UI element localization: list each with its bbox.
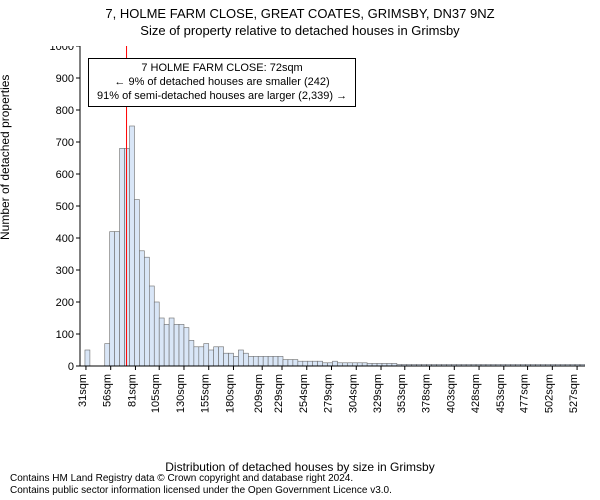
svg-text:378sqm: 378sqm: [421, 374, 433, 413]
copyright-line2: Contains public sector information licen…: [10, 485, 392, 497]
svg-text:105sqm: 105sqm: [150, 374, 162, 413]
svg-text:254sqm: 254sqm: [298, 374, 310, 413]
svg-text:130sqm: 130sqm: [175, 374, 187, 413]
svg-text:700: 700: [56, 137, 74, 149]
svg-text:229sqm: 229sqm: [273, 374, 285, 413]
chart-title-line2: Size of property relative to detached ho…: [0, 21, 600, 38]
annotation-line3: 91% of semi-detached houses are larger (…: [97, 90, 347, 104]
svg-text:1000: 1000: [50, 46, 74, 53]
svg-text:56sqm: 56sqm: [102, 374, 114, 407]
chart-title-line1: 7, HOLME FARM CLOSE, GREAT COATES, GRIMS…: [0, 0, 600, 21]
svg-text:209sqm: 209sqm: [253, 374, 265, 413]
property-annotation-box: 7 HOLME FARM CLOSE: 72sqm ← 9% of detach…: [88, 58, 356, 107]
svg-text:477sqm: 477sqm: [519, 374, 531, 413]
svg-text:600: 600: [56, 169, 74, 181]
svg-text:500: 500: [56, 201, 74, 213]
svg-text:800: 800: [56, 105, 74, 117]
svg-text:403sqm: 403sqm: [445, 374, 457, 413]
svg-text:502sqm: 502sqm: [543, 374, 555, 413]
svg-text:453sqm: 453sqm: [495, 374, 507, 413]
copyright-text: Contains HM Land Registry data © Crown c…: [10, 473, 392, 496]
svg-text:428sqm: 428sqm: [470, 374, 482, 413]
svg-text:900: 900: [56, 73, 74, 85]
svg-text:31sqm: 31sqm: [77, 374, 89, 407]
svg-text:100: 100: [56, 329, 74, 341]
svg-text:304sqm: 304sqm: [347, 374, 359, 413]
x-axis-label: Distribution of detached houses by size …: [0, 460, 600, 474]
svg-text:329sqm: 329sqm: [372, 374, 384, 413]
svg-text:180sqm: 180sqm: [224, 374, 236, 413]
svg-text:279sqm: 279sqm: [323, 374, 335, 413]
svg-text:300: 300: [56, 265, 74, 277]
svg-text:527sqm: 527sqm: [568, 374, 580, 413]
svg-text:353sqm: 353sqm: [396, 374, 408, 413]
svg-text:200: 200: [56, 297, 74, 309]
annotation-line1: 7 HOLME FARM CLOSE: 72sqm: [97, 62, 347, 76]
copyright-line1: Contains HM Land Registry data © Crown c…: [10, 473, 392, 485]
svg-text:81sqm: 81sqm: [126, 374, 138, 407]
svg-text:0: 0: [68, 361, 74, 373]
annotation-line2: ← 9% of detached houses are smaller (242…: [97, 76, 347, 90]
y-axis-label: Number of detached properties: [0, 75, 12, 240]
svg-text:155sqm: 155sqm: [200, 374, 212, 413]
svg-text:400: 400: [56, 233, 74, 245]
